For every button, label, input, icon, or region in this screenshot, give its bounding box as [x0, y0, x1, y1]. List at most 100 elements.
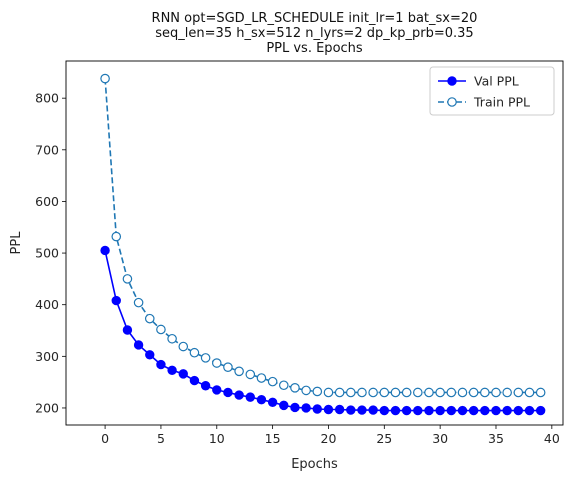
- data-point: [457, 387, 468, 398]
- data-point: [435, 405, 445, 416]
- legend-label: Val PPL: [474, 74, 519, 89]
- legend-marker: [447, 76, 457, 86]
- data-point: [413, 405, 423, 416]
- data-point: [145, 350, 155, 360]
- data-point: [278, 380, 289, 391]
- data-point: [368, 405, 378, 415]
- data-point: [401, 387, 412, 398]
- y-axis: 200 300 400 500 600 700 800: [35, 91, 66, 415]
- data-point: [502, 405, 512, 416]
- legend-marker: [447, 97, 457, 107]
- data-point: [290, 402, 300, 413]
- data-point: [435, 387, 445, 398]
- data-point: [100, 245, 110, 256]
- data-point: [424, 405, 434, 416]
- chart-title-line: RNN opt=SGD_LR_SCHEDULE init_lr=1 bat_sx…: [152, 11, 478, 26]
- data-point: [212, 385, 222, 395]
- data-point: [178, 369, 188, 379]
- data-point: [480, 387, 490, 398]
- data-point: [334, 387, 345, 398]
- data-point: [334, 404, 345, 415]
- x-tick-label: 35: [488, 431, 504, 446]
- data-point: [223, 362, 233, 372]
- data-point: [346, 405, 356, 415]
- y-tick-label: 200: [35, 400, 59, 415]
- data-point: [312, 404, 322, 414]
- x-axis: 0 5 10 15 20 25 30 35 40: [101, 425, 560, 446]
- x-tick-label: 15: [265, 431, 281, 446]
- data-point: [111, 231, 122, 242]
- data-point: [513, 387, 524, 398]
- data-point: [312, 386, 323, 397]
- data-point: [480, 405, 490, 416]
- data-point: [178, 341, 189, 352]
- data-point: [457, 405, 468, 416]
- legend: Val PPL Train PPL: [429, 66, 555, 116]
- data-point: [290, 383, 300, 393]
- y-axis-label: PPL: [9, 231, 24, 255]
- x-tick-label: 20: [321, 431, 337, 446]
- data-point: [167, 333, 177, 344]
- data-point: [301, 403, 311, 413]
- data-point: [267, 376, 278, 387]
- x-tick-label: 0: [101, 431, 109, 446]
- y-tick-label: 300: [35, 349, 59, 364]
- data-point: [144, 313, 155, 324]
- data-point: [211, 358, 222, 368]
- data-point: [368, 387, 378, 398]
- x-tick-label: 10: [209, 431, 225, 446]
- series-train-ppl: [100, 73, 546, 398]
- data-point: [189, 375, 200, 386]
- data-point: [468, 387, 479, 398]
- data-point: [133, 297, 144, 308]
- data-point: [502, 387, 512, 398]
- chart-title-line: PPL vs. Epochs: [266, 41, 363, 56]
- data-point: [323, 387, 334, 398]
- data-point: [256, 395, 267, 405]
- data-point: [357, 405, 367, 415]
- chart-title: RNN opt=SGD_LR_SCHEDULE init_lr=1 bat_sx…: [152, 11, 478, 56]
- data-point: [122, 325, 133, 335]
- data-point: [133, 340, 144, 350]
- y-tick-label: 500: [35, 246, 59, 261]
- data-point: [100, 73, 110, 84]
- data-point: [379, 405, 390, 416]
- data-point: [345, 387, 356, 398]
- data-point: [390, 405, 401, 416]
- data-point: [535, 387, 546, 398]
- series-layer: [100, 73, 546, 416]
- data-point: [200, 381, 211, 391]
- data-point: [267, 397, 278, 407]
- data-point: [256, 373, 267, 383]
- data-point: [301, 385, 311, 396]
- data-point: [122, 274, 133, 284]
- y-tick-label: 600: [35, 194, 59, 209]
- y-tick-label: 800: [35, 91, 59, 106]
- legend-box: [429, 66, 555, 116]
- y-tick-label: 400: [35, 297, 59, 312]
- data-point: [200, 353, 211, 363]
- data-point: [279, 400, 289, 411]
- data-point: [111, 295, 121, 306]
- x-tick-label: 30: [432, 431, 448, 446]
- data-point: [491, 387, 501, 398]
- x-tick-label: 5: [157, 431, 165, 446]
- data-point: [245, 369, 256, 380]
- data-point: [234, 366, 244, 377]
- data-point: [401, 405, 412, 416]
- data-point: [424, 387, 434, 398]
- data-point: [245, 392, 255, 402]
- data-point: [524, 387, 535, 398]
- plot-area: [65, 60, 564, 426]
- data-point: [446, 405, 457, 416]
- x-tick-label: 40: [544, 431, 560, 446]
- data-point: [167, 365, 177, 375]
- data-point: [513, 405, 524, 416]
- data-point: [156, 324, 166, 335]
- data-point: [413, 387, 423, 398]
- legend-entry: Train PPL: [438, 95, 530, 110]
- x-axis-label: Epochs: [291, 457, 338, 472]
- data-point: [491, 405, 501, 416]
- data-point: [468, 405, 479, 416]
